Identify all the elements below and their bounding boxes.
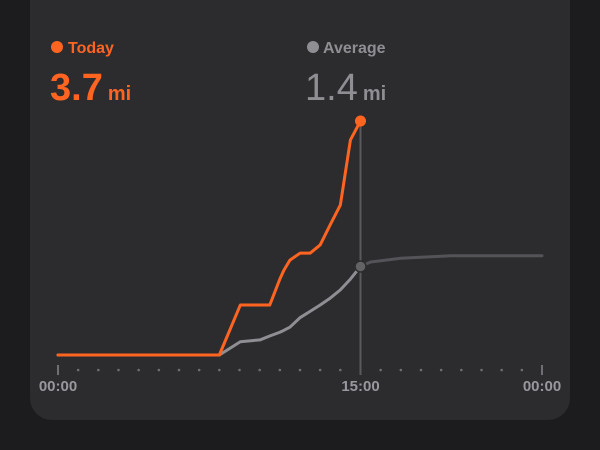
summary-value: 1.4 <box>305 67 358 109</box>
minor-tick <box>157 368 161 372</box>
legend-today: Today 3.7 mi <box>50 40 131 109</box>
summary-value: 3.7 <box>50 67 103 109</box>
minor-tick <box>379 368 382 372</box>
legend-dot <box>51 41 63 53</box>
minor-tick <box>97 368 100 372</box>
current-point <box>354 260 367 273</box>
summary-unit: mi <box>363 83 386 105</box>
minor-tick <box>117 368 120 372</box>
summary-unit: mi <box>108 83 131 105</box>
x-tick-label: 00:00 <box>523 378 561 395</box>
minor-tick <box>318 368 322 372</box>
minor-tick <box>480 368 483 372</box>
minor-tick <box>339 368 342 372</box>
minor-tick <box>76 368 80 372</box>
minor-tick <box>278 368 282 372</box>
legend-label: Today <box>68 40 114 57</box>
minor-tick <box>258 368 261 372</box>
minor-tick <box>460 368 463 372</box>
minor-tick <box>218 368 221 372</box>
minor-tick <box>419 368 423 372</box>
x-tick-label: 15:00 <box>341 378 379 395</box>
series-line <box>359 254 544 268</box>
current-point <box>355 115 366 127</box>
minor-tick <box>520 368 524 372</box>
x-tick-label: 00:00 <box>39 378 77 395</box>
summary: 3.7 mi <box>50 67 131 109</box>
minor-tick <box>238 368 241 372</box>
series-line <box>56 119 362 357</box>
legend-label: Average <box>323 40 386 57</box>
series-line <box>56 264 362 357</box>
legend-average: Average 1.4 mi <box>305 40 386 109</box>
minor-tick <box>399 368 403 372</box>
legend-dot <box>307 41 319 53</box>
minor-tick <box>439 368 443 372</box>
summary: 1.4 mi <box>305 67 386 109</box>
minor-tick <box>177 368 181 372</box>
minor-tick <box>197 368 201 372</box>
card <box>30 0 570 420</box>
minor-tick <box>500 368 503 372</box>
minor-tick <box>137 368 140 372</box>
minor-tick <box>298 368 302 372</box>
